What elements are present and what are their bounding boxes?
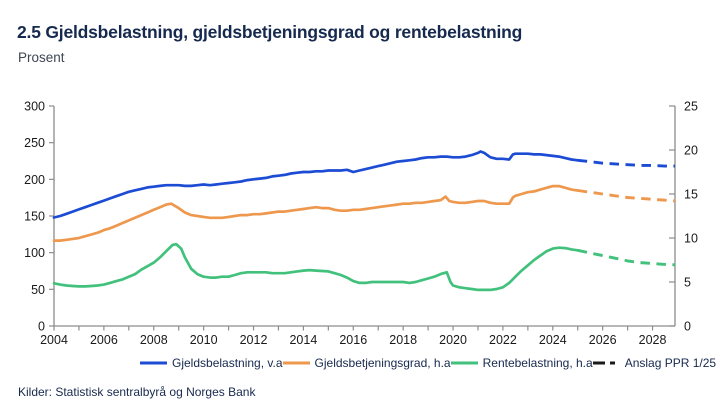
x-tick-label: 2016 bbox=[339, 333, 367, 347]
x-tick-label: 2004 bbox=[40, 333, 68, 347]
legend-line-icon bbox=[592, 361, 620, 365]
y-right-tick-label: 25 bbox=[684, 100, 698, 114]
x-tick-label: 2028 bbox=[639, 333, 667, 347]
y-left-tick-label: 300 bbox=[24, 100, 45, 114]
y-left-tick-label: 50 bbox=[31, 283, 45, 297]
y-left-tick-label: 100 bbox=[24, 246, 45, 260]
x-tick-label: 2024 bbox=[539, 333, 567, 347]
x-tick-label: 2014 bbox=[289, 333, 317, 347]
x-tick-label: 2026 bbox=[589, 333, 617, 347]
legend-line-icon bbox=[140, 361, 167, 365]
y-left-tick-label: 200 bbox=[24, 173, 45, 187]
legend-label: Gjeldsbetjeningsgrad, h.a bbox=[314, 356, 451, 370]
legend-line-icon bbox=[282, 361, 310, 365]
y-axis-left: 300 250 200 150 100 50 0 bbox=[24, 100, 54, 334]
legend-item-rentebelastning-h-a: Rentebelastning, h.a bbox=[450, 356, 593, 370]
y-left-tick-label: 150 bbox=[24, 210, 45, 224]
axis-lines bbox=[53, 106, 676, 327]
page-title: 2.5 Gjeldsbelastning, gjeldsbetjeningsgr… bbox=[17, 22, 523, 42]
x-tick-label: 2020 bbox=[439, 333, 467, 347]
x-axis: 2004 2006 2008 2010 2012 2014 2016 2018 2020 2022… bbox=[40, 326, 667, 347]
legend-item-gjeldsbetjeningsgrad-h-a: Gjeldsbetjeningsgrad, h.a bbox=[282, 356, 451, 370]
x-tick-label: 2022 bbox=[489, 333, 517, 347]
y-right-tick-label: 20 bbox=[684, 144, 698, 158]
x-tick-label: 2008 bbox=[140, 333, 168, 347]
chart-legend: Gjeldsbelastning, v.a Gjeldsbetjeningsgra… bbox=[140, 356, 716, 370]
legend-item-anslag-ppr-1-25: Anslag PPR 1/25 bbox=[592, 356, 717, 370]
y-right-tick-label: 15 bbox=[684, 188, 698, 202]
y-right-tick-label: 10 bbox=[684, 232, 698, 246]
legend-item-gjeldsbelastning-v-a: Gjeldsbelastning, v.a bbox=[140, 356, 283, 370]
y-axis-right: 25 20 15 10 5 0 bbox=[669, 100, 698, 334]
legend-label: Rentebelastning, h.a bbox=[482, 356, 593, 370]
series-rentebelastning-h-a bbox=[52, 242, 676, 292]
y-left-tick-label: 0 bbox=[38, 320, 45, 334]
series-gjeldsbelastning-v-a bbox=[52, 150, 675, 219]
y-right-tick-label: 0 bbox=[684, 320, 691, 334]
x-tick-label: 2006 bbox=[90, 333, 118, 347]
x-tick-label: 2010 bbox=[190, 333, 218, 347]
legend-label: Gjeldsbelastning, v.a bbox=[172, 356, 283, 370]
y-left-tick-label: 250 bbox=[24, 136, 45, 150]
page-subtitle: Prosent bbox=[18, 50, 65, 65]
x-tick-label: 2018 bbox=[389, 333, 417, 347]
x-tick-label: 2012 bbox=[240, 333, 268, 347]
legend-label: Anslag PPR 1/25 bbox=[624, 356, 717, 370]
y-right-tick-label: 5 bbox=[684, 276, 691, 290]
series-gjeldsbetjeningsgrad-h-a bbox=[52, 184, 676, 242]
source-text: Kilder: Statistisk sentralbyrå og Norges… bbox=[18, 385, 256, 399]
legend-line-icon bbox=[450, 361, 478, 365]
